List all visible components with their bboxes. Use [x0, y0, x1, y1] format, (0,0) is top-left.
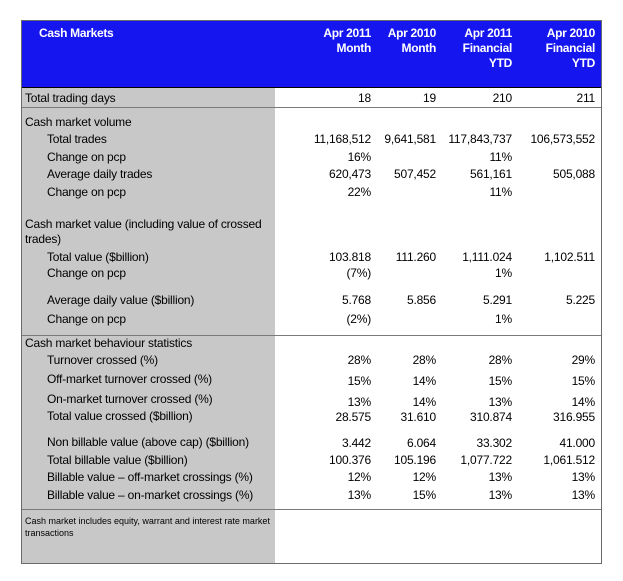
cash-markets-table: Cash Markets Apr 2011 Month Apr 2010 Month…	[21, 20, 602, 564]
row-label: Change on pcp	[47, 150, 126, 164]
row-label: Off-market turnover crossed (%)	[47, 372, 212, 386]
cell: 1,061.512	[543, 453, 595, 467]
row-divider	[22, 107, 601, 108]
cell: 11%	[489, 185, 512, 199]
row-label: Billable value – on-market crossings (%)	[47, 488, 254, 502]
table-header: Cash Markets Apr 2011 Month Apr 2010 Month…	[22, 21, 601, 87]
footnote: Cash market includes equity, warrant and…	[25, 516, 270, 538]
cell: 15%	[488, 374, 513, 388]
cell: 507,452	[394, 167, 436, 181]
cell: 5.225	[565, 293, 595, 307]
row-label: Total value ($billion)	[47, 250, 149, 264]
cell: 3.442	[341, 436, 371, 450]
cell: 29%	[571, 353, 596, 367]
label-column	[22, 88, 275, 563]
cell: 41.000	[559, 436, 595, 450]
row-label: Total trades	[47, 132, 107, 146]
cell: 316.955	[553, 410, 595, 424]
row-label: Total value crossed ($billion)	[47, 409, 193, 423]
cell: 13%	[347, 488, 372, 502]
cell: 505,088	[553, 167, 595, 181]
row-label: Change on pcp	[47, 185, 126, 199]
cell: (2%)	[346, 312, 371, 326]
cell: 210	[492, 91, 513, 105]
section-heading: Cash market behaviour statistics	[25, 336, 193, 350]
cell: 1,111.024	[462, 250, 512, 264]
cell: 310.874	[470, 410, 512, 424]
cell: 12%	[412, 470, 437, 484]
header-divider	[22, 87, 601, 88]
cell: 13%	[571, 488, 596, 502]
cell: 13%	[571, 470, 596, 484]
cell: 28%	[412, 353, 437, 367]
cell: 15%	[412, 488, 437, 502]
cell: 13%	[488, 470, 513, 484]
cell: 117,843,737	[448, 132, 512, 146]
cell: 13%	[347, 395, 372, 409]
row-label: On-market turnover crossed (%)	[47, 392, 213, 406]
cell: 15%	[571, 374, 596, 388]
cell: 105.196	[394, 453, 436, 467]
section-heading: Cash market volume	[25, 115, 132, 129]
cell: 11,168,512	[313, 132, 371, 146]
cell: 19	[423, 91, 436, 105]
row-label: Change on pcp	[47, 266, 126, 280]
col-header-2: Apr 2010 Month	[387, 26, 437, 55]
cell: 100.376	[329, 453, 371, 467]
cell: 28%	[488, 353, 513, 367]
row-divider	[22, 335, 601, 336]
cell: 15%	[347, 374, 372, 388]
row-label: Turnover crossed (%)	[47, 353, 158, 367]
cell: 1%	[495, 266, 512, 280]
cell: 18	[358, 91, 371, 105]
cell: 12%	[347, 470, 372, 484]
row-divider	[22, 509, 601, 510]
row-label: Total billable value ($billion)	[47, 453, 188, 467]
row-label: Non billable value (above cap) ($billion…	[47, 435, 249, 449]
cell: 28.575	[335, 410, 371, 424]
cell: 11%	[489, 150, 512, 164]
cell: 22%	[347, 185, 372, 199]
cell: 13%	[488, 488, 513, 502]
cell: 1,102.511	[544, 250, 595, 264]
row-label: Average daily trades	[47, 167, 153, 181]
cell: 1,077.722	[460, 453, 512, 467]
cell: 5.856	[406, 293, 436, 307]
cell: 561,161	[470, 167, 512, 181]
row-label: Change on pcp	[47, 312, 126, 326]
row-label: Billable value – off-market crossings (%…	[47, 470, 253, 484]
cell: 14%	[412, 395, 437, 409]
cell: 13%	[488, 395, 513, 409]
cell: 6.064	[406, 436, 436, 450]
cell: 103.818	[329, 250, 371, 264]
cell: 106,573,552	[530, 132, 595, 146]
cell: 31.610	[400, 410, 436, 424]
cell: 5.768	[341, 293, 371, 307]
cell: 211	[576, 91, 595, 105]
cell: 1%	[495, 312, 512, 326]
cell: 28%	[347, 353, 372, 367]
cell: 111.260	[395, 250, 436, 264]
cell: 620,473	[329, 167, 371, 181]
section-heading: Cash market value (including value of cr…	[25, 217, 262, 246]
col-header-1: Apr 2011 Month	[323, 26, 371, 55]
row-label: Total trading days	[25, 91, 116, 105]
cell: 16%	[347, 150, 372, 164]
header-title: Cash Markets	[39, 26, 114, 40]
cell: 33.302	[476, 436, 512, 450]
col-header-4: Apr 2010 Financial YTD	[545, 26, 596, 70]
cell: 14%	[412, 374, 437, 388]
col-header-3: Apr 2011 Financial YTD	[462, 26, 513, 70]
row-label: Average daily value ($billion)	[47, 293, 195, 307]
cell: 14%	[571, 395, 596, 409]
cell: 5.291	[482, 293, 512, 307]
cell: 9,641,581	[384, 132, 436, 146]
cell: (7%)	[346, 266, 371, 280]
